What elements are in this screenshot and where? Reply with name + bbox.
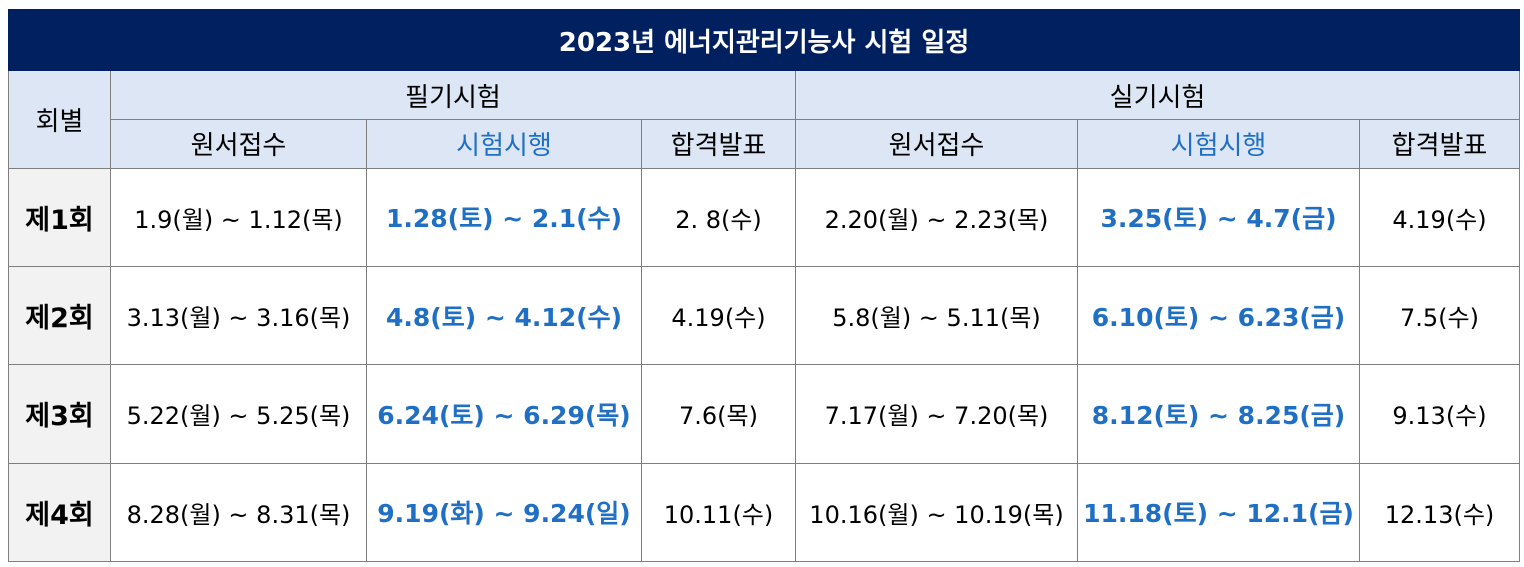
header-written-apply: 원서접수: [110, 119, 367, 169]
header-written-result: 합격발표: [641, 119, 796, 169]
written-result-cell: 7.6(목): [641, 364, 796, 464]
header-written-exam: 필기시험: [110, 70, 796, 121]
practical-result-cell: 7.5(수): [1358, 265, 1521, 366]
table-row: 제2회 3.13(월) ~ 3.16(목) 4.8(토) ~ 4.12(수) 4…: [8, 265, 1521, 366]
table-row: 제4회 8.28(월) ~ 8.31(목) 9.19(화) ~ 9.24(일) …: [8, 462, 1521, 563]
written-apply-cell: 8.28(월) ~ 8.31(목): [110, 462, 367, 563]
exam-schedule-table: 2023년 에너지관리기능사 시험 일정 회별 필기시험 실기시험 원서접수 시…: [7, 8, 1521, 563]
practical-result-cell: 9.13(수): [1358, 364, 1521, 464]
header-practical-apply: 원서접수: [795, 119, 1078, 169]
practical-apply-cell: 7.17(월) ~ 7.20(목): [795, 364, 1078, 464]
practical-result-cell: 4.19(수): [1358, 167, 1521, 267]
practical-exam-cell: 11.18(토) ~ 12.1(금): [1077, 462, 1360, 563]
practical-exam-cell: 6.10(토) ~ 6.23(금): [1077, 265, 1360, 366]
header-practical-exam: 실기시험: [794, 70, 1521, 121]
table-row: 제1회 1.9(월) ~ 1.12(목) 1.28(토) ~ 2.1(수) 2.…: [8, 167, 1521, 267]
practical-result-cell: 12.13(수): [1358, 462, 1521, 563]
practical-apply-cell: 2.20(월) ~ 2.23(목): [795, 167, 1078, 267]
practical-apply-cell: 5.8(월) ~ 5.11(목): [795, 265, 1078, 366]
practical-exam-cell: 8.12(토) ~ 8.25(금): [1077, 364, 1360, 464]
table-row: 제3회 5.22(월) ~ 5.25(목) 6.24(토) ~ 6.29(목) …: [8, 364, 1521, 464]
written-exam-cell: 6.24(토) ~ 6.29(목): [366, 364, 642, 464]
table-title: 2023년 에너지관리기능사 시험 일정: [7, 8, 1521, 72]
practical-exam-cell: 3.25(토) ~ 4.7(금): [1077, 167, 1360, 267]
written-exam-cell: 1.28(토) ~ 2.1(수): [366, 167, 642, 267]
round-label: 제2회: [8, 265, 111, 366]
written-exam-cell: 4.8(토) ~ 4.12(수): [366, 265, 642, 366]
written-apply-cell: 5.22(월) ~ 5.25(목): [110, 364, 367, 464]
written-apply-cell: 1.9(월) ~ 1.12(목): [110, 167, 367, 267]
header-practical-exam-date: 시험시행: [1077, 119, 1360, 169]
header-practical-result: 합격발표: [1358, 119, 1521, 169]
round-label: 제1회: [8, 167, 111, 267]
header-round: 회별: [8, 70, 111, 169]
round-label: 제3회: [8, 364, 111, 464]
practical-apply-cell: 10.16(월) ~ 10.19(목): [795, 462, 1078, 563]
written-result-cell: 2. 8(수): [641, 167, 796, 267]
header-written-exam-date: 시험시행: [366, 119, 642, 169]
written-result-cell: 10.11(수): [641, 462, 796, 563]
written-apply-cell: 3.13(월) ~ 3.16(목): [110, 265, 367, 366]
written-exam-cell: 9.19(화) ~ 9.24(일): [366, 462, 642, 563]
written-result-cell: 4.19(수): [641, 265, 796, 366]
round-label: 제4회: [8, 462, 111, 563]
